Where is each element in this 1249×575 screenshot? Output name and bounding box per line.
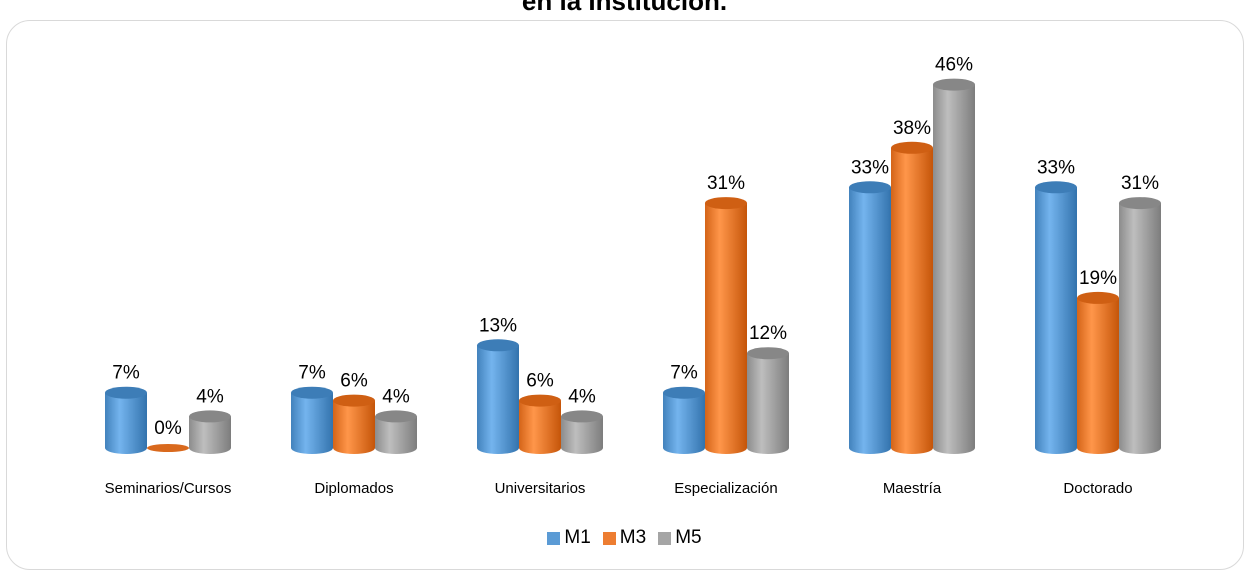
data-label-m3-4: 38% — [893, 118, 931, 139]
legend-swatch-m5 — [658, 531, 672, 545]
bar-m3-0 — [147, 444, 189, 452]
data-label-m5-2: 4% — [568, 386, 596, 407]
data-label-m3-0: 0% — [154, 418, 182, 439]
legend-label-m3: M3 — [619, 527, 647, 548]
legend-item-m3: M3 — [602, 527, 647, 549]
bar-m3-1 — [333, 394, 375, 454]
data-label-m1-4: 33% — [851, 157, 889, 178]
bar-m3-2 — [519, 394, 561, 454]
bar-m1-1 — [291, 386, 333, 454]
data-label-m5-3: 12% — [749, 323, 787, 344]
data-label-m5-4: 46% — [935, 55, 973, 76]
data-label-m1-3: 7% — [670, 363, 698, 384]
data-label-m3-3: 31% — [707, 173, 745, 194]
bar-m1-0 — [105, 386, 147, 454]
bar-m3-5 — [1077, 291, 1119, 454]
legend-swatch-m3 — [602, 531, 616, 545]
category-label-2: Universitarios — [495, 480, 586, 497]
category-label-4: Maestría — [883, 480, 942, 497]
legend-swatch-m1 — [547, 531, 561, 545]
bar-m5-5 — [1119, 197, 1161, 454]
legend-item-m1: M1 — [547, 527, 591, 549]
chart-legend: M1 M3 M5 — [0, 527, 1249, 549]
data-label-m3-2: 6% — [526, 371, 554, 392]
data-label-m5-0: 4% — [196, 386, 224, 407]
category-label-5: Doctorado — [1063, 480, 1132, 497]
data-label-m5-5: 31% — [1121, 173, 1159, 194]
data-label-m1-5: 33% — [1037, 157, 1075, 178]
bar-m3-4 — [891, 141, 933, 455]
bar-m5-2 — [561, 410, 603, 454]
data-label-m1-0: 7% — [112, 363, 140, 384]
bar-m5-0 — [189, 410, 231, 454]
bar-m5-3 — [747, 347, 789, 454]
data-label-m5-1: 4% — [382, 386, 410, 407]
bar-m1-3 — [663, 386, 705, 454]
category-label-1: Diplomados — [314, 480, 393, 497]
data-label-m1-2: 13% — [479, 315, 517, 336]
legend-item-m5: M5 — [658, 527, 702, 549]
data-label-m3-1: 6% — [340, 371, 368, 392]
category-label-0: Seminarios/Cursos — [105, 480, 232, 497]
data-label-m1-1: 7% — [298, 363, 326, 384]
bar-m5-4 — [933, 78, 975, 454]
bar-m5-1 — [375, 410, 417, 454]
chart-title: en la Institución. — [521, 0, 728, 16]
category-label-3: Especialización — [674, 480, 777, 497]
legend-label-m5: M5 — [675, 527, 702, 548]
legend-label-m1: M1 — [564, 527, 591, 548]
bar-m1-4 — [849, 181, 891, 455]
bar-m3-3 — [705, 197, 747, 454]
data-label-m3-5: 19% — [1079, 268, 1117, 289]
bar-m1-2 — [477, 339, 519, 454]
bar-m1-5 — [1035, 181, 1077, 455]
